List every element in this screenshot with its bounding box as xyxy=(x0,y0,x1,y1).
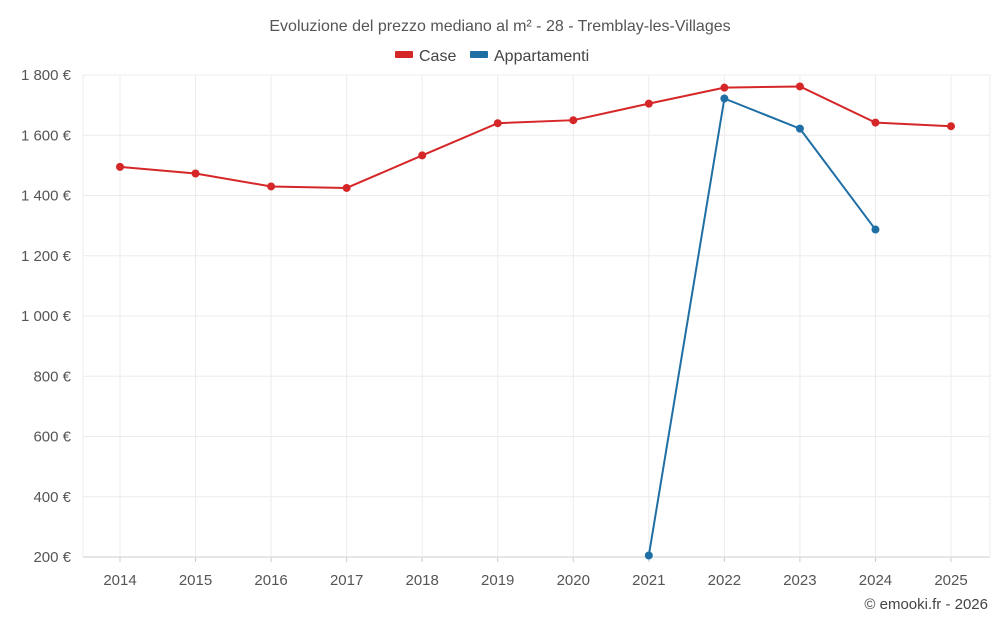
y-tick-label: 1 800 € xyxy=(21,67,72,84)
data-point-case[interactable] xyxy=(493,119,502,128)
chart-title: Evoluzione del prezzo mediano al m² - 28… xyxy=(269,18,730,35)
x-tick-label: 2020 xyxy=(557,572,590,589)
x-tick-label: 2023 xyxy=(783,572,816,589)
credit: © emooki.fr - 2026 xyxy=(864,596,988,613)
y-tick-label: 1 400 € xyxy=(21,188,72,205)
series-line-appartamenti xyxy=(647,97,877,557)
x-tick-label: 2021 xyxy=(632,572,665,589)
x-axis: 2014 2015 2016 2017 2018 2019 2020 2021 2022 2023… xyxy=(103,557,968,589)
legend-label-case: Case xyxy=(419,48,456,65)
y-tick-label: 800 € xyxy=(33,368,71,385)
legend: Case Appartamenti xyxy=(395,48,589,65)
x-tick-label: 2016 xyxy=(254,572,287,589)
y-tick-label: 1 600 € xyxy=(21,127,72,144)
data-point-case[interactable] xyxy=(191,169,200,178)
legend-label-appartamenti: Appartamenti xyxy=(494,48,589,65)
data-point-case[interactable] xyxy=(267,182,276,191)
legend-swatch-case xyxy=(395,51,413,58)
y-tick-label: 1 000 € xyxy=(21,308,72,325)
data-point-appartamenti[interactable] xyxy=(871,225,880,234)
data-point-case[interactable] xyxy=(569,116,578,125)
y-axis: 200 € 400 € 600 € 800 € 1 000 € 1 200 € 1 400 … xyxy=(21,67,72,566)
data-point-case[interactable] xyxy=(871,118,880,127)
x-tick-label: 2019 xyxy=(481,572,514,589)
x-tick-label: 2018 xyxy=(405,572,438,589)
grid xyxy=(82,74,991,558)
x-tick-label: 2022 xyxy=(708,572,741,589)
data-point-case[interactable] xyxy=(116,162,124,171)
legend-swatch-appartamenti xyxy=(470,51,488,58)
series-line-case xyxy=(119,85,952,189)
legend-item-case[interactable]: Case xyxy=(395,48,456,65)
y-tick-label: 600 € xyxy=(33,429,71,446)
series-layer xyxy=(116,82,955,560)
y-tick-label: 200 € xyxy=(33,549,71,566)
data-point-appartamenti[interactable] xyxy=(795,124,804,133)
x-tick-label: 2025 xyxy=(934,572,967,589)
data-point-case[interactable] xyxy=(720,83,729,92)
x-tick-label: 2024 xyxy=(859,572,892,589)
x-tick-label: 2017 xyxy=(330,572,363,589)
y-tick-label: 1 200 € xyxy=(21,248,72,265)
data-point-case[interactable] xyxy=(342,183,351,192)
data-point-case[interactable] xyxy=(947,122,955,131)
data-point-appartamenti[interactable] xyxy=(644,551,653,560)
data-point-case[interactable] xyxy=(795,82,804,91)
data-point-case[interactable] xyxy=(644,99,653,108)
data-point-case[interactable] xyxy=(418,151,427,160)
x-tick-label: 2015 xyxy=(179,572,212,589)
data-point-appartamenti[interactable] xyxy=(720,94,729,103)
x-tick-label: 2014 xyxy=(103,572,136,589)
legend-item-appartamenti[interactable]: Appartamenti xyxy=(470,48,589,65)
y-tick-label: 400 € xyxy=(33,489,71,506)
